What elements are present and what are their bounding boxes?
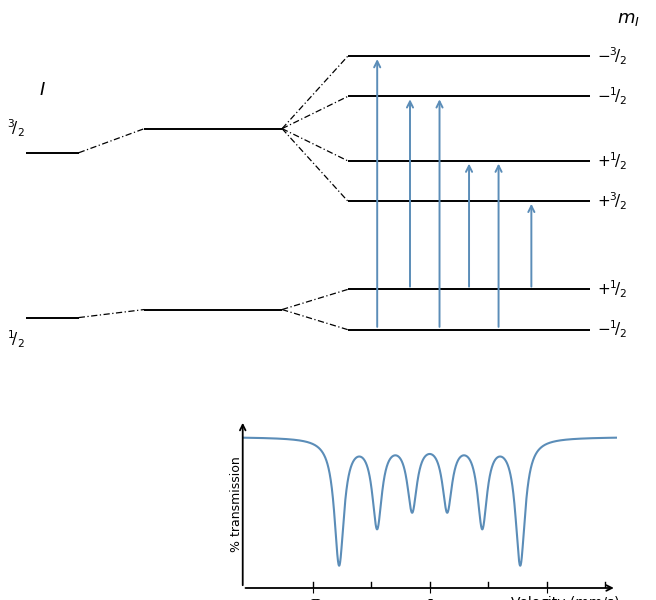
Text: $+^1\!/_{2}$: $+^1\!/_{2}$ [597,150,628,172]
Text: $+^1\!/_{2}$: $+^1\!/_{2}$ [597,279,628,300]
Text: Velocity (mm/s): Velocity (mm/s) [511,596,619,600]
Text: % transmission: % transmission [230,456,243,552]
Text: $+^3\!/_{2}$: $+^3\!/_{2}$ [597,190,628,212]
Text: $I$: $I$ [39,82,46,100]
Text: $-^1\!/_{2}$: $-^1\!/_{2}$ [597,319,628,340]
Text: -2: -2 [306,598,319,600]
Text: 2: 2 [543,598,550,600]
Text: $m_I$: $m_I$ [617,10,640,28]
Text: 0: 0 [426,598,434,600]
Text: $-^1\!/_{2}$: $-^1\!/_{2}$ [597,86,628,107]
Text: $-^3\!/_{2}$: $-^3\!/_{2}$ [597,46,628,67]
Text: $^3\!/_2$: $^3\!/_2$ [7,118,24,139]
Text: $^1\!/_2$: $^1\!/_2$ [7,329,24,350]
